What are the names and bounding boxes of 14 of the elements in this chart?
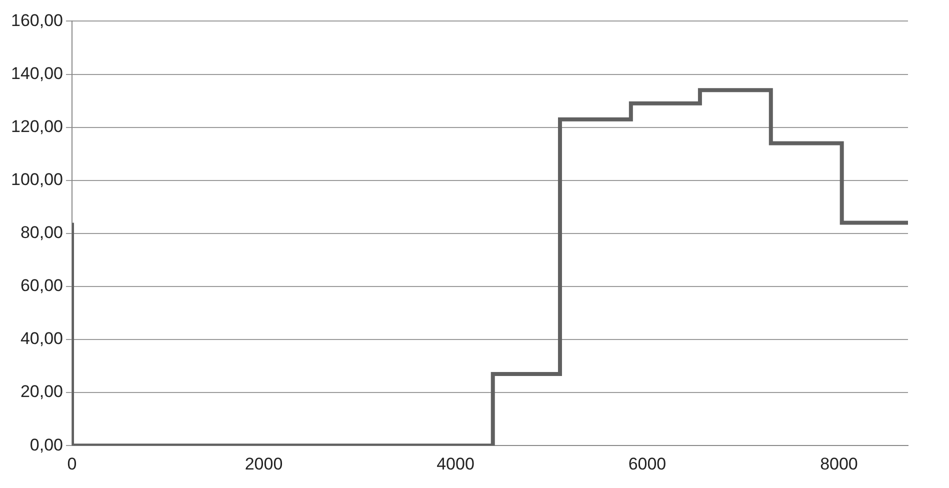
y-tick-label: 0,00 xyxy=(30,435,63,454)
y-tick-label: 60,00 xyxy=(20,276,63,296)
y-tick-label: 160,00 xyxy=(10,10,63,30)
y-tick-label: 40,00 xyxy=(20,329,63,348)
x-tick-label: 0 xyxy=(67,454,77,474)
y-tick-label: 20,00 xyxy=(20,382,63,402)
x-tick-label: 6000 xyxy=(628,454,666,474)
y-tick-label: 80,00 xyxy=(20,223,63,242)
x-tick-label: 8000 xyxy=(820,454,858,474)
x-tick-label: 4000 xyxy=(436,454,474,474)
y-tick-label: 140,00 xyxy=(10,64,63,83)
y-tick-label: 120,00 xyxy=(10,116,63,136)
y-tick-label: 100,00 xyxy=(10,170,63,190)
x-tick-label: 2000 xyxy=(244,454,283,474)
